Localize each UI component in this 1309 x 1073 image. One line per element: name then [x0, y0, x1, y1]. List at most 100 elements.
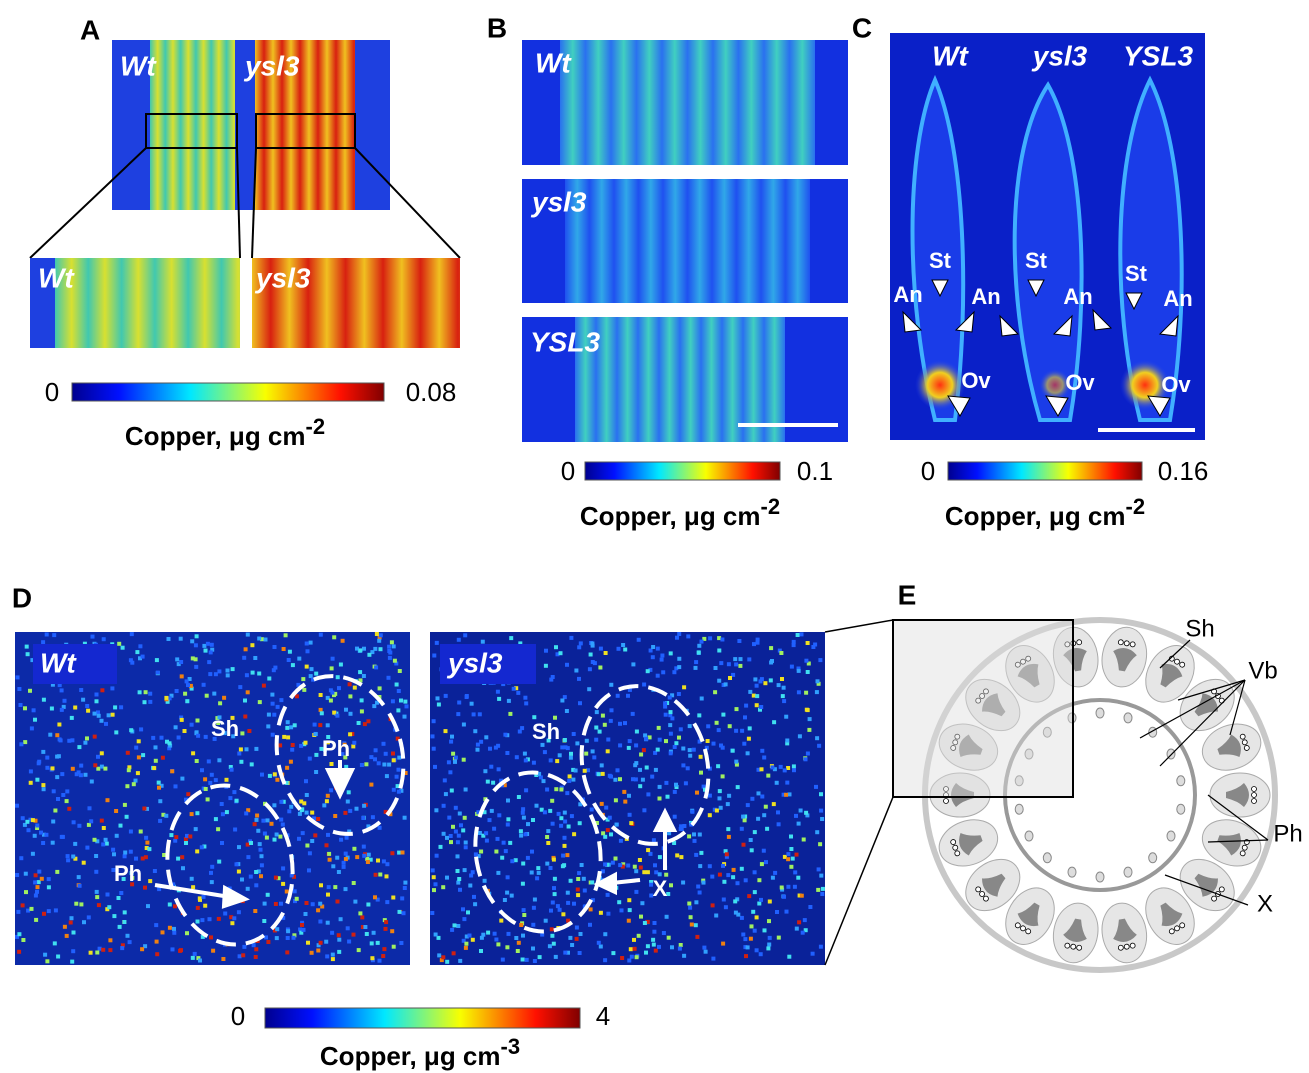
speckle	[750, 924, 754, 928]
speckle	[719, 661, 723, 665]
speckle	[254, 947, 258, 951]
speckle	[789, 847, 793, 851]
speckle	[240, 731, 244, 735]
speckle	[748, 726, 752, 730]
speckle	[151, 736, 155, 740]
speckle	[378, 826, 382, 830]
speckle	[372, 931, 376, 935]
speckle	[237, 845, 241, 849]
speckle	[45, 766, 49, 770]
speckle	[167, 637, 171, 641]
speckle	[634, 777, 638, 781]
speckle	[441, 885, 445, 889]
speckle	[209, 935, 213, 939]
sample-label: Wt	[932, 40, 969, 71]
speckle	[353, 900, 357, 904]
speckle	[637, 934, 641, 938]
speckle	[654, 870, 658, 874]
speckle	[575, 926, 579, 930]
colorbar-unit: Copper, μg cm-2	[580, 494, 780, 531]
speckle	[185, 679, 189, 683]
speckle	[129, 830, 133, 834]
speckle	[63, 699, 67, 703]
speckle	[327, 852, 331, 856]
speckle	[265, 836, 269, 840]
annotation: X	[1257, 890, 1273, 917]
speckle	[627, 898, 631, 902]
speckle	[816, 888, 820, 892]
speckle	[232, 790, 236, 794]
speckle	[60, 708, 64, 712]
speckle	[43, 953, 47, 957]
speckle	[486, 780, 490, 784]
speckle	[301, 677, 305, 681]
speckle	[190, 723, 194, 727]
speckle	[241, 953, 245, 957]
speckle	[335, 856, 339, 860]
speckle	[158, 819, 162, 823]
speckle	[546, 841, 550, 845]
speckle	[614, 857, 618, 861]
speckle	[431, 734, 435, 738]
speckle	[157, 781, 161, 785]
speckle	[93, 735, 97, 739]
speckle	[821, 887, 825, 891]
speckle	[622, 790, 626, 794]
speckle	[453, 923, 457, 927]
speckle	[669, 751, 673, 755]
speckle	[519, 834, 523, 838]
speckle	[84, 773, 88, 777]
speckle	[82, 861, 86, 865]
speckle	[207, 759, 211, 763]
speckle	[558, 753, 562, 757]
speckle	[270, 693, 274, 697]
speckle	[746, 803, 750, 807]
speckle	[397, 768, 401, 772]
speckle	[791, 857, 795, 861]
speckle	[464, 942, 468, 946]
speckle	[275, 833, 279, 837]
speckle	[272, 713, 276, 717]
speckle	[496, 690, 500, 694]
speckle	[476, 748, 480, 752]
speckle	[658, 855, 662, 859]
speckle	[775, 781, 779, 785]
speckle	[569, 879, 573, 883]
speckle	[291, 663, 295, 667]
speckle	[276, 705, 280, 709]
speckle	[694, 660, 698, 664]
speckle	[352, 881, 356, 885]
xylem	[1064, 943, 1070, 949]
speckle	[351, 744, 355, 748]
speckle	[517, 795, 521, 799]
speckle	[443, 778, 447, 782]
speckle	[807, 728, 811, 732]
speckle	[55, 775, 59, 779]
speckle	[94, 854, 98, 858]
annotation: An	[893, 282, 922, 307]
speckle	[580, 863, 584, 867]
speckle	[450, 735, 454, 739]
speckle	[798, 734, 802, 738]
speckle	[444, 792, 448, 796]
speckle	[325, 954, 329, 958]
speckle	[787, 955, 791, 959]
speckle	[597, 941, 601, 945]
speckle	[510, 859, 514, 863]
speckle	[42, 787, 46, 791]
speckle	[633, 947, 637, 951]
speckle	[515, 755, 519, 759]
speckle	[204, 649, 208, 653]
speckle	[797, 690, 801, 694]
speckle	[762, 849, 766, 853]
speckle	[535, 804, 539, 808]
speckle	[734, 760, 738, 764]
speckle	[697, 713, 701, 717]
speckle	[639, 866, 643, 870]
speckle	[503, 733, 507, 737]
speckle	[744, 878, 748, 882]
speckle	[179, 637, 183, 641]
speckle	[335, 714, 339, 718]
speckle	[211, 949, 215, 953]
speckle	[481, 640, 485, 644]
